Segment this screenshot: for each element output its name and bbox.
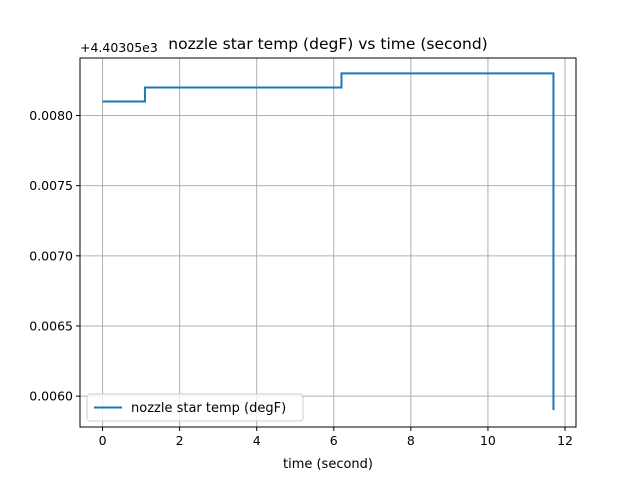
legend-label: nozzle star temp (degF) [131, 401, 286, 416]
chart-title: nozzle star temp (degF) vs time (second) [168, 35, 487, 53]
plot-frame [79, 57, 577, 428]
x-gridlines [102, 58, 566, 427]
x-axis-ticks: 0 2 4 6 8 10 12 [99, 427, 573, 448]
series-line [102, 72, 555, 411]
y-tick-label: 0.0075 [29, 178, 73, 193]
plot-area-background [80, 58, 576, 427]
x-tick-label: 2 [176, 433, 184, 448]
y-tick-label: 0.0060 [29, 389, 73, 404]
series-layer [102, 72, 555, 411]
x-tick-label: 0 [99, 433, 107, 448]
y-tick-label: 0.0065 [29, 318, 73, 333]
x-tick-label: 4 [253, 433, 261, 448]
x-tick-label: 8 [407, 433, 415, 448]
x-tick-label: 6 [330, 433, 338, 448]
y-tick-label: 0.0070 [29, 248, 73, 263]
x-axis-label: time (second) [283, 457, 373, 472]
y-tick-label: 0.0080 [29, 108, 73, 123]
x-tick-label: 12 [557, 433, 573, 448]
x-tick-label: 10 [480, 433, 496, 448]
legend: nozzle star temp (degF) [86, 393, 304, 422]
y-axis-ticks: 0.0060 0.0065 0.0070 0.0075 0.0080 [29, 108, 80, 404]
y-axis-offset: +4.40305e3 [80, 40, 158, 55]
legend-box [86, 393, 304, 422]
